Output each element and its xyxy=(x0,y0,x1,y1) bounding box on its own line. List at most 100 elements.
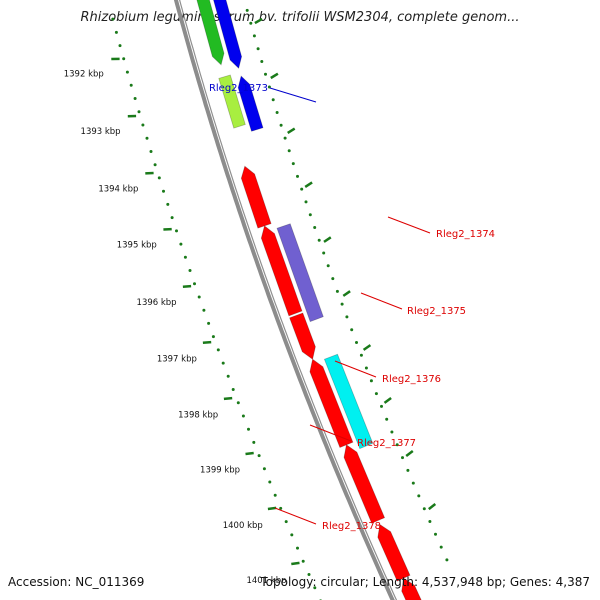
scale-dot xyxy=(284,520,288,524)
scale-tick-labels: 1392 kbp 1393 kbp 1394 kbp 1395 kbp 1396 kbp… xyxy=(64,17,437,586)
tick-label: 1396 kbp xyxy=(137,298,177,308)
scale-dot xyxy=(313,226,317,229)
gene-label-link[interactable]: Rleg2_1378 xyxy=(322,521,381,532)
scale-tick-mark xyxy=(291,561,300,566)
scale-dot xyxy=(428,520,432,523)
scale-dot xyxy=(279,506,283,510)
scale-tick-mark xyxy=(182,284,192,288)
tick-label: 1395 kbp xyxy=(117,241,157,251)
scale-dot xyxy=(133,97,137,100)
scale-dot xyxy=(359,353,363,357)
scale-dot xyxy=(335,289,339,293)
backbone-ring xyxy=(173,0,398,600)
scale-dot xyxy=(157,176,161,180)
gene-arrow-green[interactable] xyxy=(190,0,225,66)
scale-dot xyxy=(401,456,404,460)
gene-arrow-red[interactable] xyxy=(260,225,303,317)
scale-dot xyxy=(137,110,141,114)
scale-dot xyxy=(301,559,305,563)
scale-dot xyxy=(434,532,437,536)
scale-tick-mark xyxy=(383,396,392,404)
gene-arrow-cyan[interactable] xyxy=(323,353,374,450)
scale-dot xyxy=(331,277,335,281)
scale-dot xyxy=(307,573,311,576)
gene-label-link[interactable]: Rleg2_1374 xyxy=(436,229,495,240)
scale-dot xyxy=(385,417,389,421)
scale-dot xyxy=(252,440,256,444)
gene-callout-line xyxy=(269,87,317,103)
scale-dot xyxy=(175,229,178,233)
scale-dot xyxy=(417,494,421,498)
scale-tick-mark xyxy=(254,17,263,25)
tick-label: 1393 kbp xyxy=(81,127,121,137)
gene-label-link[interactable]: Rleg2_1375 xyxy=(407,306,466,317)
scale-dot xyxy=(290,533,294,537)
scale-dot xyxy=(153,163,157,167)
scale-dot xyxy=(264,72,267,76)
backbone-shadow xyxy=(179,0,398,600)
scale-dot xyxy=(211,335,215,339)
scale-dot xyxy=(345,315,349,319)
gene-callout-line xyxy=(387,216,431,234)
scale-dot xyxy=(226,374,230,378)
gene-arrow-lime[interactable] xyxy=(218,74,246,129)
scale-dot xyxy=(231,388,235,391)
gene-callout-line xyxy=(309,424,352,442)
scale-dot xyxy=(275,111,279,114)
gene-arrow-purple[interactable] xyxy=(276,223,324,323)
gene-arrow-red[interactable] xyxy=(289,312,316,360)
scale-dot xyxy=(350,328,354,332)
backbone-line xyxy=(173,0,395,600)
scale-dot xyxy=(406,468,410,472)
gene-arrow-blue[interactable] xyxy=(237,75,264,132)
scale-dot xyxy=(422,507,426,511)
scale-dot xyxy=(118,44,122,48)
scale-dot xyxy=(188,269,192,272)
scale-dot xyxy=(125,70,129,74)
gene-arrow-red[interactable] xyxy=(401,577,426,600)
gene-label-link[interactable]: Rleg2_1377 xyxy=(357,438,416,449)
scale-tick-mark xyxy=(245,451,254,456)
scale-dot xyxy=(216,348,220,352)
scale-dot xyxy=(395,443,399,447)
scale-dot xyxy=(296,546,299,550)
gene-arrow-blue[interactable] xyxy=(206,0,243,69)
scale-dot xyxy=(273,493,277,497)
scale-dot xyxy=(300,187,304,191)
scale-dot xyxy=(162,189,165,193)
gene-callouts: Rleg2_1373 Rleg2_1374 Rleg2_1375 Rleg2_1376… xyxy=(209,83,495,532)
scale-tick-mark xyxy=(270,72,279,80)
gene-arrow-red[interactable] xyxy=(343,444,386,524)
outer-scale-dots xyxy=(111,17,322,600)
scale-dot xyxy=(283,136,287,140)
scale-dot xyxy=(322,251,326,255)
gene-callout-line xyxy=(360,292,403,310)
scale-tick-mark xyxy=(362,344,372,351)
scale-dot xyxy=(111,17,115,21)
scale-dot xyxy=(291,162,295,166)
scale-tick-mark xyxy=(267,506,277,511)
gene-arrow-red[interactable] xyxy=(240,165,272,229)
scale-dot xyxy=(197,295,201,299)
scale-dot xyxy=(247,427,250,431)
gene-arrow-red[interactable] xyxy=(377,523,411,582)
scale-dot xyxy=(249,21,253,25)
gene-label-link[interactable]: Rleg2_1376 xyxy=(382,374,441,385)
tick-label: 1394 kbp xyxy=(98,184,138,194)
scale-tick-mark xyxy=(287,127,296,134)
scale-dot xyxy=(236,401,240,405)
scale-dot xyxy=(390,430,394,434)
scale-tick-mark xyxy=(202,340,212,345)
scale-dot xyxy=(308,213,312,217)
tick-label: 1400 kbp xyxy=(223,521,263,531)
scale-dot xyxy=(170,216,174,220)
gene-label-link[interactable]: Rleg2_1373 xyxy=(209,83,268,94)
scale-dot xyxy=(202,308,206,312)
scale-tick-mark xyxy=(342,290,351,297)
tick-label: 1398 kbp xyxy=(178,411,218,421)
scale-dot xyxy=(166,202,170,206)
scale-tick-mark xyxy=(428,503,437,511)
tick-label: 1401 kbp xyxy=(246,576,286,586)
gene-callout-line xyxy=(334,360,377,378)
